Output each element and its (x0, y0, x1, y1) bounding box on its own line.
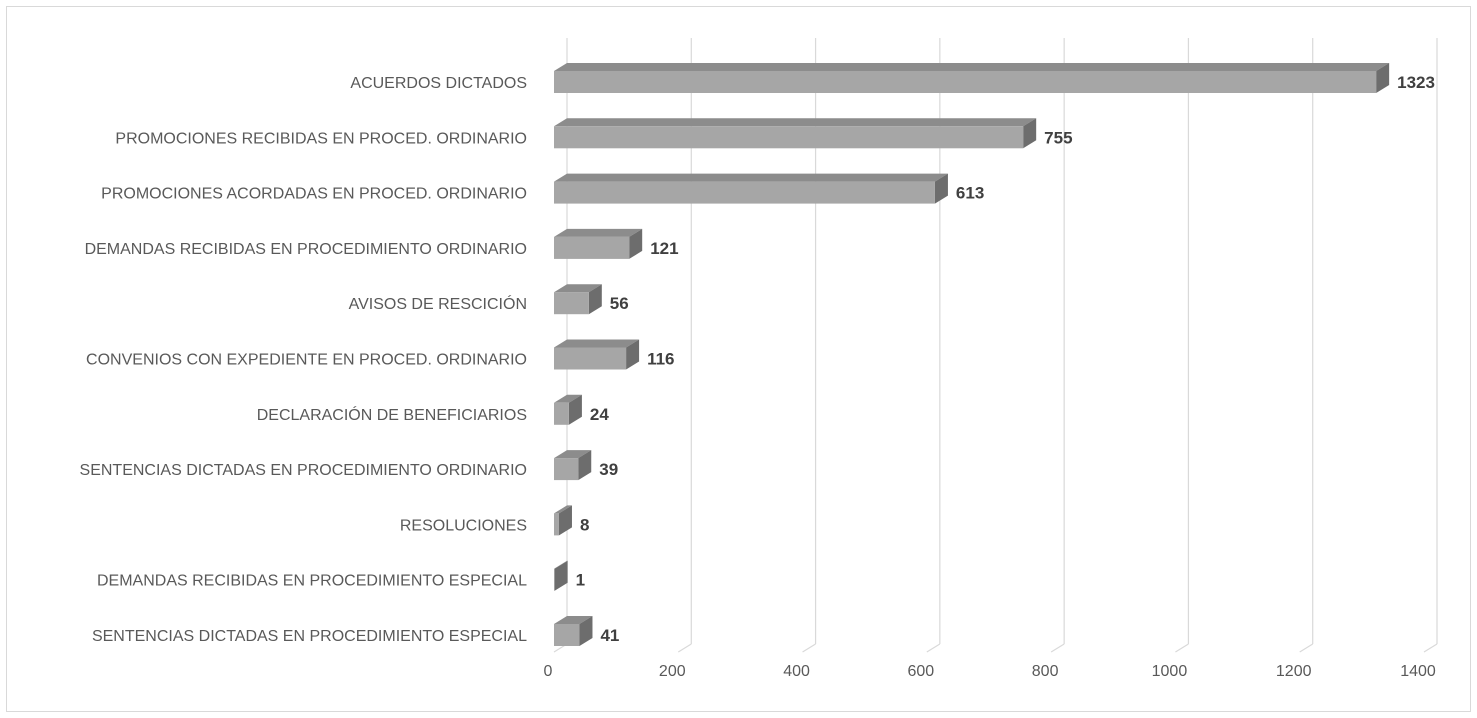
data-label: 1323 (1397, 73, 1435, 92)
bar (554, 450, 592, 481)
bar-front-face (554, 347, 627, 370)
bar-top-face (554, 339, 640, 348)
bar (554, 339, 640, 370)
data-label: 8 (580, 515, 589, 534)
bar-side-face (626, 339, 640, 370)
bar-top-face (554, 173, 948, 182)
category-label: DECLARACIÓN DE BENEFICIARIOS (257, 405, 527, 424)
bar-front-face (554, 568, 555, 591)
data-label: 56 (610, 294, 629, 313)
data-label: 39 (599, 460, 618, 479)
data-label: 755 (1044, 128, 1072, 147)
x-tick-label: 1400 (1400, 663, 1436, 680)
bar-front-face (554, 624, 580, 646)
bar-top-face (554, 228, 643, 237)
bar-side-face (568, 394, 582, 425)
x-tick-label: 600 (908, 663, 935, 680)
bar-front-face (554, 71, 1377, 93)
category-label: DEMANDAS RECIBIDAS EN PROCEDIMIENTO ESPE… (97, 573, 527, 590)
bar (554, 228, 643, 259)
x-tick-label: 0 (544, 663, 553, 680)
x-tick-label: 400 (783, 663, 810, 680)
data-label: 116 (647, 350, 674, 369)
bar-top-face (554, 616, 593, 624)
bar-top-face (554, 63, 1390, 71)
x-tick-label: 1200 (1276, 663, 1312, 680)
category-label: RESOLUCIONES (400, 517, 527, 534)
bars (554, 63, 1390, 646)
x-tick-label: 200 (659, 663, 686, 680)
bar-top-face (554, 560, 568, 569)
category-label: SENTENCIAS DICTADAS EN PROCEDIMIENTO ORD… (80, 462, 527, 479)
floor-gridline (1175, 643, 1189, 653)
data-label: 41 (600, 626, 619, 645)
x-tick-label: 1000 (1152, 663, 1188, 680)
bar-front-face (554, 292, 589, 315)
category-label: AVISOS DE RESCICIÓN (349, 294, 527, 313)
data-label: 24 (590, 405, 609, 424)
bar (554, 173, 948, 204)
data-label: 1 (576, 571, 585, 590)
bar (554, 284, 602, 315)
bar-side-face (588, 284, 602, 315)
bar (554, 616, 593, 646)
floor-gridline (1050, 643, 1065, 653)
bar (554, 63, 1390, 93)
category-labels: ACUERDOS DICTADOS PROMOCIONES RECIBIDAS E… (80, 75, 528, 645)
category-label: CONVENIOS CON EXPEDIENTE EN PROCED. ORDI… (86, 352, 527, 369)
value-labels: 1323 755 613 121 56 116 24 39 8 1 41 (576, 73, 1435, 645)
floor-gridline (677, 643, 692, 653)
bar-front-face (554, 126, 1024, 149)
bar-side-face (558, 505, 572, 536)
bar (554, 118, 1037, 149)
bar-side-face (934, 173, 948, 204)
bar-side-face (579, 616, 593, 646)
floor-gridline (1423, 643, 1438, 653)
bar (554, 505, 572, 536)
data-label: 613 (956, 184, 984, 203)
category-label: PROMOCIONES RECIBIDAS EN PROCED. ORDINAR… (115, 130, 527, 147)
data-label: 121 (650, 239, 678, 258)
x-axis-tick-labels: 0 200 400 600 800 1000 1200 1400 (544, 663, 1436, 680)
floor-gridline (802, 643, 816, 653)
bar-side-face (1376, 63, 1390, 93)
category-label: DEMANDAS RECIBIDAS EN PROCEDIMIENTO ORDI… (85, 241, 527, 258)
x-tick-label: 800 (1032, 663, 1059, 680)
bar-front-face (554, 513, 559, 536)
bar-front-face (554, 181, 935, 204)
bar-side-face (629, 228, 643, 259)
bar-top-face (554, 394, 582, 403)
bar-top-face (554, 450, 592, 459)
floor-gridline (1299, 643, 1314, 653)
bar-front-face (554, 458, 579, 481)
bar-side-face (578, 450, 592, 481)
bar-top-face (554, 284, 602, 293)
bar (554, 394, 582, 425)
bar-side-face (554, 560, 568, 591)
floor-gridline (926, 643, 941, 653)
bar (554, 560, 568, 591)
category-label: ACUERDOS DICTADOS (350, 75, 527, 92)
bar-front-face (554, 402, 569, 425)
category-label: PROMOCIONES ACORDADAS EN PROCED. ORDINAR… (101, 186, 527, 203)
category-label: SENTENCIAS DICTADAS EN PROCEDIMIENTO ESP… (92, 628, 527, 645)
bar-front-face (554, 236, 630, 259)
bar-top-face (554, 118, 1037, 127)
bar-top-face (554, 505, 572, 514)
bar-side-face (1023, 118, 1037, 149)
